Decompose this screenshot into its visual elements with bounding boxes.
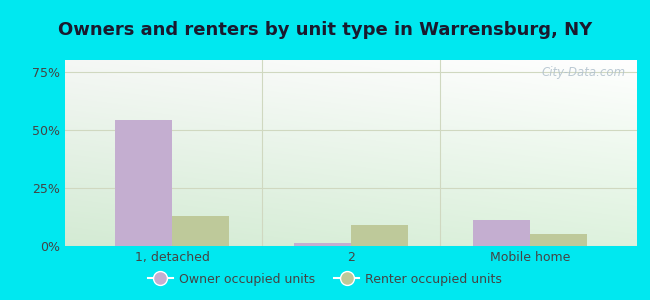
Text: City-Data.com: City-Data.com <box>541 66 625 79</box>
Bar <box>172 216 229 246</box>
Bar <box>351 225 408 246</box>
Bar <box>115 120 172 246</box>
Bar <box>473 220 530 246</box>
Legend: Owner occupied units, Renter occupied units: Owner occupied units, Renter occupied un… <box>143 268 507 291</box>
Text: Owners and renters by unit type in Warrensburg, NY: Owners and renters by unit type in Warre… <box>58 21 592 39</box>
Bar <box>530 234 587 246</box>
Bar <box>294 242 351 246</box>
